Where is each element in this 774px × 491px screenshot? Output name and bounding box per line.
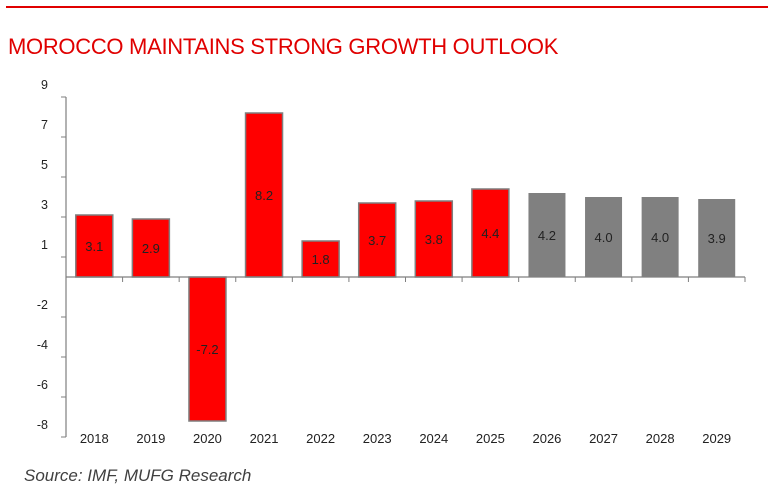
chart-title: MOROCCO MAINTAINS STRONG GROWTH OUTLOOK [8,34,559,59]
data-label-2022: 1.8 [312,252,330,267]
x-tick-label-2028: 2028 [646,431,675,446]
data-label-2025: 4.4 [481,226,499,241]
bar-2028 [641,197,679,277]
x-tick-label-2024: 2024 [419,431,448,446]
bar-2020 [188,276,227,422]
y-tick-label: 5 [41,158,48,172]
y-tick-label: -6 [37,378,48,392]
x-tick-label-2027: 2027 [589,431,618,446]
data-label-2019: 2.9 [142,241,160,256]
bar-2027 [585,197,623,277]
x-tick-label-2018: 2018 [80,431,109,446]
y-tick-label: -4 [37,338,48,352]
x-tick-label-2025: 2025 [476,431,505,446]
y-tick-label: -2 [37,298,48,312]
y-tick-label: 1 [41,238,48,252]
data-label-2021: 8.2 [255,188,273,203]
x-tick-label-2019: 2019 [136,431,165,446]
data-label-2028: 4.0 [651,230,669,245]
bar-2023 [357,202,397,278]
source-note: Source: IMF, MUFG Research [24,466,252,485]
x-tick-label-2026: 2026 [532,431,561,446]
top-rule [6,6,768,8]
x-tick-label-2023: 2023 [363,431,392,446]
bar-2026 [528,193,566,277]
x-tick-label-2020: 2020 [193,431,222,446]
data-label-2018: 3.1 [85,239,103,254]
x-tick-label-2021: 2021 [250,431,279,446]
bar-2024 [414,200,454,278]
data-label-2020: -7.2 [196,342,218,357]
x-tick-label-2022: 2022 [306,431,335,446]
y-tick-label: 7 [41,118,48,132]
data-label-2024: 3.8 [425,232,443,247]
y-tick-label: -8 [37,418,48,432]
y-tick-label: 3 [41,198,48,212]
bar-2025 [471,188,510,278]
x-tick-label-2029: 2029 [702,431,731,446]
data-label-2029: 3.9 [708,231,726,246]
bar-2029 [698,199,736,277]
data-label-2023: 3.7 [368,233,386,248]
data-label-2027: 4.0 [595,230,613,245]
data-label-2026: 4.2 [538,228,556,243]
y-tick-label: 9 [41,78,48,92]
